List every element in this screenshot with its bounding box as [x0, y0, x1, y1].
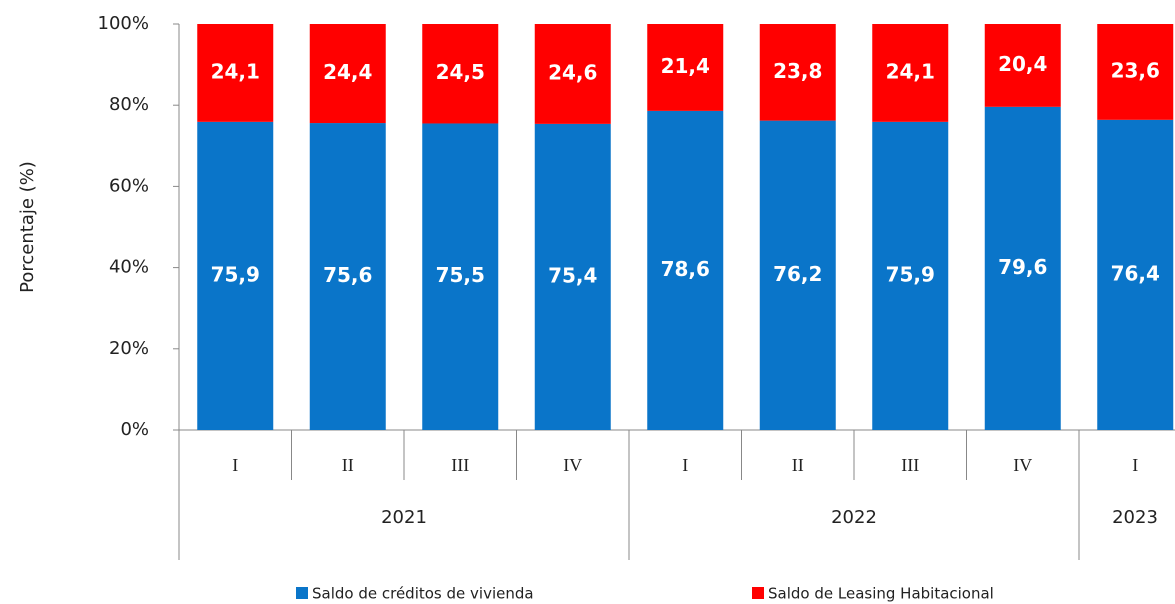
x-tick-label: I [232, 455, 238, 475]
bar-segment [872, 121, 949, 430]
bar-segment [759, 120, 836, 431]
value-label: 78,6 [661, 257, 710, 281]
legend-label: Saldo de créditos de vivienda [312, 585, 534, 603]
value-label: 75,9 [886, 262, 935, 286]
bar-segment [309, 24, 386, 124]
bar-segment [984, 106, 1061, 430]
bar-segment [1097, 119, 1174, 430]
bar-segment [197, 24, 274, 122]
value-label: 20,4 [998, 52, 1047, 76]
x-tick-label: III [901, 455, 919, 475]
x-tick-label: I [682, 455, 688, 475]
legend-swatch [296, 587, 308, 599]
value-label: 75,6 [323, 263, 372, 287]
value-label: 23,8 [773, 59, 822, 83]
x-tick-label: I [1132, 455, 1138, 475]
y-tick-label: 60% [109, 175, 149, 196]
bar-segment [309, 123, 386, 431]
value-label: 24,5 [436, 60, 485, 84]
bar-segment [422, 24, 499, 124]
value-label: 76,4 [1111, 261, 1160, 285]
bar-segment [534, 24, 611, 124]
bar-segment [534, 123, 611, 430]
y-tick-label: 100% [98, 13, 149, 34]
y-tick-label: 20% [109, 338, 149, 359]
value-label: 75,4 [548, 263, 597, 287]
value-label: 76,2 [773, 262, 822, 286]
x-tick-label: IV [1013, 455, 1032, 475]
x-tick-label: II [792, 455, 804, 475]
bar-segment [647, 110, 724, 430]
value-label: 23,6 [1111, 58, 1160, 82]
group-label: 2023 [1112, 507, 1158, 528]
bar-segment [984, 24, 1061, 107]
value-label: 24,4 [323, 60, 372, 84]
legend-swatch [752, 587, 764, 599]
x-tick-label: III [451, 455, 469, 475]
value-label: 75,5 [436, 263, 485, 287]
value-label: 24,1 [886, 59, 935, 83]
bar-segment [1097, 24, 1174, 120]
value-label: 21,4 [661, 54, 710, 78]
value-label: 79,6 [998, 255, 1047, 279]
value-label: 24,1 [211, 59, 260, 83]
y-tick-label: 0% [120, 419, 149, 440]
x-tick-label: IV [563, 455, 582, 475]
legend-label: Saldo de Leasing Habitacional [768, 585, 994, 603]
y-tick-label: 40% [109, 257, 149, 278]
bar-segment [759, 24, 836, 121]
x-tick-label: II [342, 455, 354, 475]
group-label: 2021 [381, 507, 427, 528]
bar-segment [422, 123, 499, 430]
y-axis-title: Porcentaje (%) [17, 161, 38, 293]
bar-segment [872, 24, 949, 122]
bar-segment [197, 121, 274, 430]
group-label: 2022 [831, 507, 877, 528]
y-tick-label: 80% [109, 94, 149, 115]
value-label: 24,6 [548, 60, 597, 84]
bar-segment [647, 24, 724, 111]
value-label: 75,9 [211, 262, 260, 286]
